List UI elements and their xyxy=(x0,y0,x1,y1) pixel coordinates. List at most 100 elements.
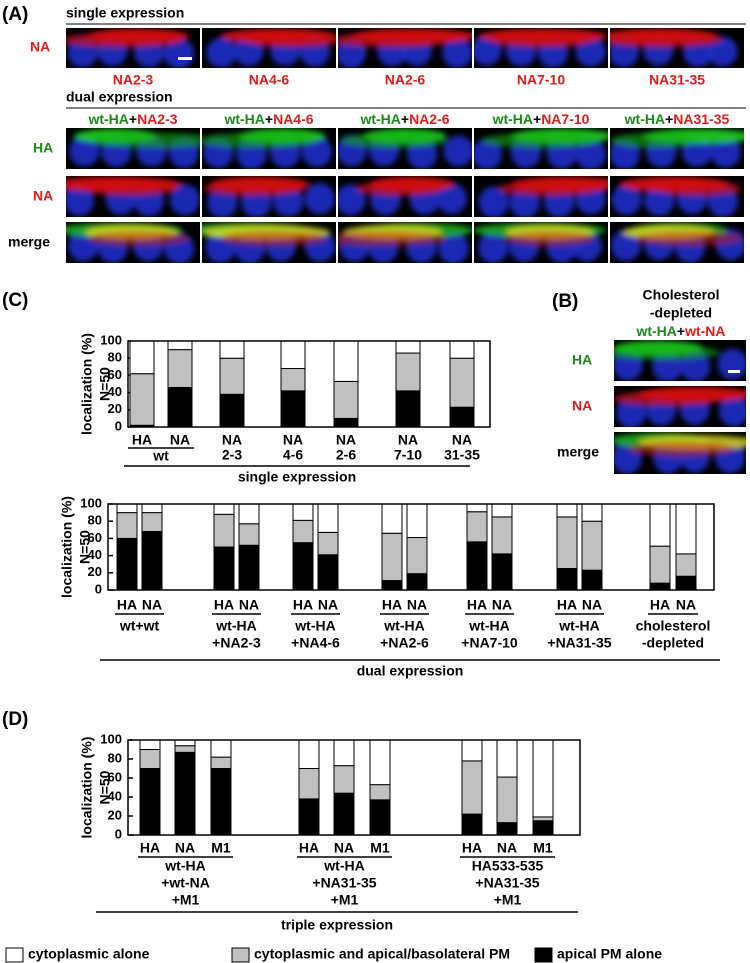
legend-label: cytoplasmic alone xyxy=(28,946,150,962)
nucleus xyxy=(611,183,642,216)
bar-segment xyxy=(292,503,314,521)
signal xyxy=(610,132,700,148)
micrograph-signal xyxy=(474,222,606,263)
bar-segment xyxy=(496,822,518,836)
bar-segment xyxy=(532,739,554,818)
nucleus xyxy=(163,38,195,68)
bar-segment xyxy=(213,503,235,515)
nucleus xyxy=(443,135,472,167)
bar-segment xyxy=(116,503,138,514)
bar-segment xyxy=(167,386,193,428)
header-plus: + xyxy=(265,111,273,127)
signal xyxy=(90,132,200,148)
micrograph-signal xyxy=(610,222,744,263)
bar-segment xyxy=(280,390,306,428)
bar-segment xyxy=(532,820,554,836)
y-tick-label: 40 xyxy=(88,547,102,562)
bar-segment xyxy=(369,739,391,786)
bar-segment xyxy=(141,531,163,591)
group-label: +NA2-6 xyxy=(380,635,429,651)
bar-label: HA xyxy=(293,597,313,613)
y-tick-label: 40 xyxy=(108,384,122,399)
nucleus xyxy=(436,182,467,215)
bar-segment xyxy=(317,503,339,533)
bar-label: NA xyxy=(142,597,162,613)
micrograph-signal xyxy=(338,176,467,216)
nucleus xyxy=(610,229,641,262)
bar-label: HA xyxy=(557,597,577,613)
micrograph-signal xyxy=(202,222,336,263)
bar-label: HA xyxy=(132,432,152,448)
bar-label: NA xyxy=(239,597,259,613)
bar-segment xyxy=(298,798,320,836)
bar-label: HA xyxy=(467,597,487,613)
y-tick-label: 0 xyxy=(115,826,122,841)
y-tick-label: 100 xyxy=(100,332,122,347)
legend-swatch xyxy=(534,947,553,963)
bar-segment xyxy=(292,519,314,544)
bar-label: NA xyxy=(452,432,472,448)
bar-segment xyxy=(141,512,163,533)
bar-chart: 0 20 40 60 80 100 localization (%) N=50 HA NA wt+w… xyxy=(59,495,720,679)
panel-label: (B) xyxy=(552,291,578,312)
image-caption: NA2-3 xyxy=(113,72,154,88)
group-label: wt-HA xyxy=(215,618,256,634)
header-na: NA2-3 xyxy=(137,111,178,127)
micrograph xyxy=(614,432,746,474)
bar-segment xyxy=(219,357,245,395)
micrograph xyxy=(610,28,744,68)
legend: cytoplasmic alone cytoplasmic and apical/… xyxy=(5,946,662,963)
bar-segment xyxy=(395,390,421,428)
group-label: wt-HA xyxy=(294,618,335,634)
image-caption: NA2-6 xyxy=(385,72,426,88)
bar-segment xyxy=(675,575,697,591)
nucleus xyxy=(575,138,606,169)
bar-segment xyxy=(675,553,697,577)
bar-segment xyxy=(496,739,518,778)
group-label: +M1 xyxy=(494,892,522,908)
micrograph xyxy=(202,222,336,263)
legend-swatch xyxy=(231,947,250,963)
bar-label: NA xyxy=(407,597,427,613)
bar-segment xyxy=(466,511,488,543)
bar-segment xyxy=(449,340,475,359)
bar-label: NA xyxy=(492,597,512,613)
bar-label: NA xyxy=(398,432,418,448)
bar-segment xyxy=(381,532,403,582)
bar-label: HA xyxy=(650,597,670,613)
micrograph-signal xyxy=(614,432,746,474)
micrograph xyxy=(610,222,744,263)
micrograph-signal xyxy=(202,128,332,169)
y-tick-label: 20 xyxy=(108,401,122,416)
micrograph xyxy=(338,128,472,169)
row-label: NA xyxy=(30,39,50,55)
micrograph-signal xyxy=(69,128,200,169)
y-tick-label: 100 xyxy=(80,495,102,510)
signal xyxy=(505,231,596,246)
bar-label: 2-3 xyxy=(222,447,242,463)
header-ha: wt-HA xyxy=(359,111,400,127)
header-ha: wt-HA xyxy=(624,111,665,127)
bar-segment xyxy=(532,816,554,822)
bar-label: NA xyxy=(170,432,190,448)
header-plus: + xyxy=(401,111,409,127)
y-tick-label: 100 xyxy=(100,731,122,746)
y-axis-label: localization (%) xyxy=(59,496,75,598)
group-label: wt-HA xyxy=(558,618,599,634)
group-label: +NA31-35 xyxy=(475,875,539,891)
micrograph-signal xyxy=(66,176,200,217)
y-tick-label: 80 xyxy=(88,513,102,528)
bar-label: NA xyxy=(336,432,356,448)
bar-segment xyxy=(461,760,483,815)
nucleus xyxy=(710,136,741,168)
row-label: NA xyxy=(33,188,53,204)
bar-segment xyxy=(280,340,306,370)
header-plus: + xyxy=(665,111,673,127)
bar-segment xyxy=(210,768,232,836)
section-title: single expression xyxy=(66,5,184,21)
column-header: wt-HA+NA7-10 xyxy=(492,111,590,127)
bar-label: NA xyxy=(283,432,303,448)
micrograph-signal xyxy=(614,386,746,427)
header-plus: + xyxy=(533,111,541,127)
bar-label: NA xyxy=(318,597,338,613)
